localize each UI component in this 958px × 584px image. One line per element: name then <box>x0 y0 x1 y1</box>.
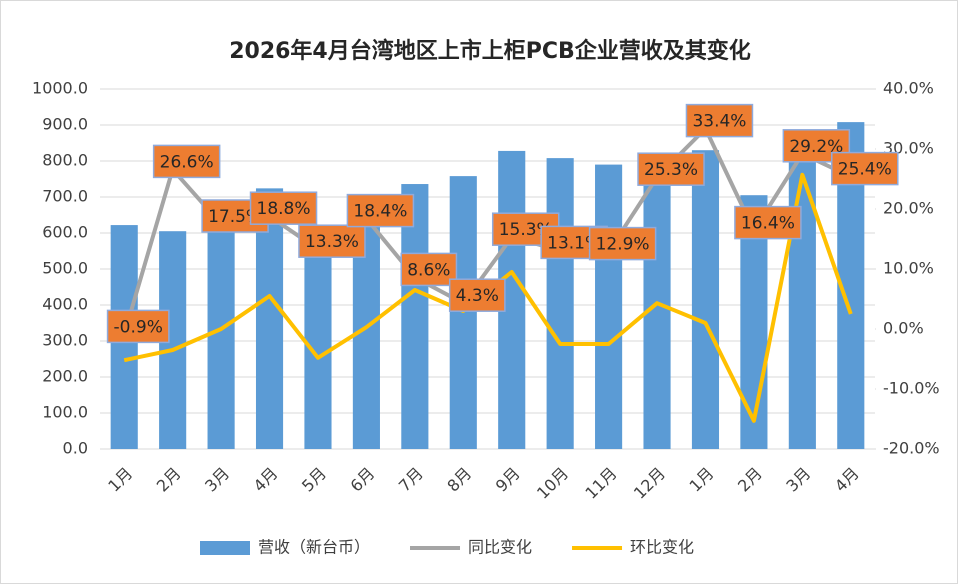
y-tick-label: 700.0 <box>42 187 88 206</box>
y-tick-label: 100.0 <box>42 403 88 422</box>
y-tick-label: 900.0 <box>42 115 88 134</box>
data-label-text: 15.3% <box>499 220 553 240</box>
data-label: 16.4% <box>734 205 802 240</box>
bar <box>401 184 429 450</box>
data-label-box <box>831 151 899 186</box>
y-tick-label: 600.0 <box>42 223 88 242</box>
data-label: 12.9% <box>588 226 657 261</box>
bar <box>595 164 623 449</box>
legend-label: 营收（新台币） <box>258 538 370 557</box>
y-tick-label: 400.0 <box>42 295 88 314</box>
y2-tick-label: 0.0% <box>883 319 924 338</box>
data-label-box <box>249 191 318 225</box>
data-label: 4.3% <box>448 278 506 312</box>
data-label: 26.6% <box>152 144 221 179</box>
data-label-text: -0.9% <box>114 317 163 337</box>
legend-swatch <box>200 541 250 555</box>
y2-tick-label: 20.0% <box>883 199 934 218</box>
data-label-text: 12.9% <box>596 235 650 255</box>
legend-label: 环比变化 <box>630 538 694 557</box>
data-label-box <box>448 278 506 312</box>
data-label: -0.9% <box>106 309 170 344</box>
data-label-text: 17.5% <box>208 207 262 227</box>
y-tick-label: 200.0 <box>42 367 88 386</box>
data-label: 8.6% <box>400 252 458 287</box>
data-label-text: 29.2% <box>789 137 843 157</box>
data-label: 25.3% <box>637 152 705 186</box>
data-label: 18.4% <box>346 193 415 228</box>
y-tick-label: 500.0 <box>42 259 88 278</box>
y-tick-label: 1000.0 <box>32 79 88 98</box>
data-label-box <box>637 152 705 186</box>
bar <box>207 202 235 449</box>
y2-tick-label: 10.0% <box>883 259 934 278</box>
y2-tick-label: -20.0% <box>883 439 940 458</box>
data-label-box <box>106 309 170 344</box>
bar <box>643 153 671 449</box>
data-label-text: 25.3% <box>644 160 698 180</box>
bar <box>691 150 720 449</box>
data-label-text: 18.4% <box>353 202 407 222</box>
legend-label: 同比变化 <box>468 538 532 557</box>
data-label-text: 16.4% <box>741 214 795 234</box>
data-label: 25.4% <box>831 151 899 186</box>
data-label: 33.4% <box>685 103 754 138</box>
data-label-text: 18.8% <box>257 199 311 219</box>
data-label-box <box>298 224 366 258</box>
data-label-box <box>152 144 221 179</box>
bar <box>546 158 574 449</box>
data-label-box <box>734 205 802 240</box>
data-label-box <box>346 193 415 228</box>
data-label: 13.3% <box>298 224 366 258</box>
data-label-box <box>400 252 458 287</box>
y-tick-label: 300.0 <box>42 331 88 350</box>
y2-tick-label: 40.0% <box>883 79 934 98</box>
data-label-text: 25.4% <box>838 160 892 180</box>
data-label-box <box>685 103 754 138</box>
data-label: 18.8% <box>249 191 318 225</box>
chart-title: 2026年4月台湾地区上市上柜PCB企业营收及其变化 <box>229 38 751 64</box>
y2-tick-label: -10.0% <box>883 379 940 398</box>
data-label-text: 8.6% <box>407 260 450 280</box>
data-label-text: 4.3% <box>456 286 499 306</box>
data-label-box <box>588 226 657 261</box>
data-label-text: 26.6% <box>160 152 214 172</box>
data-label-text: 13.3% <box>305 232 359 252</box>
data-label-text: 33.4% <box>692 112 746 132</box>
y-tick-label: 0.0 <box>63 439 88 458</box>
data-label-text: 13.1% <box>547 233 601 253</box>
y-tick-label: 800.0 <box>42 151 88 170</box>
